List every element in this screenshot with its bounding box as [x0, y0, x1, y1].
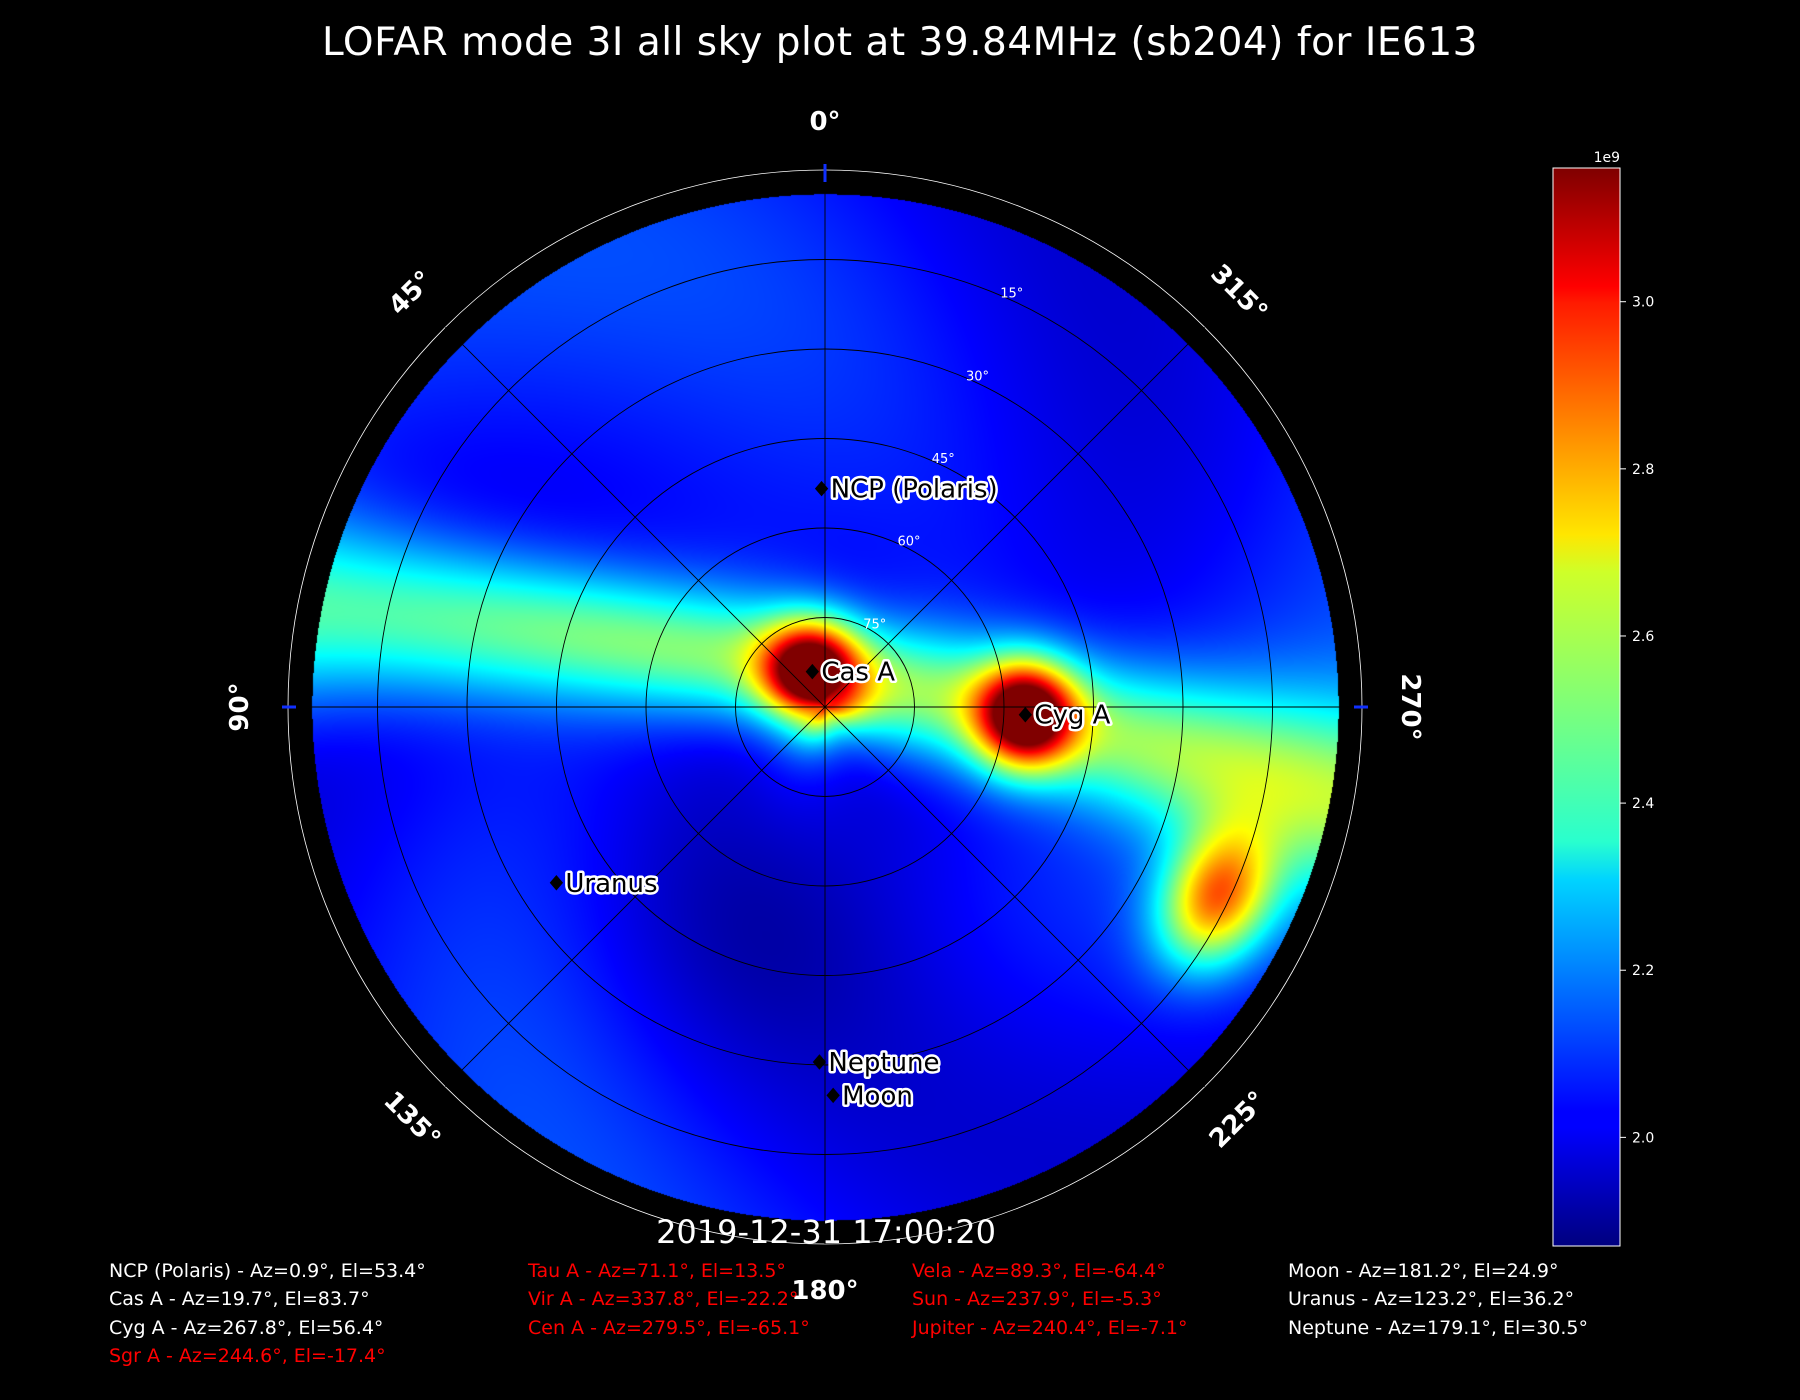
source-label: Neptune	[828, 1048, 939, 1078]
source-label: Moon	[842, 1081, 913, 1111]
source-entry: Moon - Az=181.2°, El=24.9°	[1288, 1260, 1559, 1282]
colorbar-tick-label: 2.8	[1632, 462, 1654, 478]
colorbar-tick-label: 2.4	[1632, 796, 1654, 812]
elevation-tick-label: 30°	[966, 369, 989, 384]
source-marker	[805, 663, 819, 680]
source-label: Uranus	[565, 869, 657, 899]
source-entry: Tau A - Az=71.1°, El=13.5°	[528, 1260, 786, 1282]
source-entry: Vir A - Az=337.8°, El=-22.2°	[528, 1288, 799, 1311]
azimuth-tick-label: 0°	[809, 107, 840, 137]
chart-title: LOFAR mode 3I all sky plot at 39.84MHz (…	[322, 20, 1478, 65]
elevation-tick-label: 75°	[863, 617, 886, 632]
source-marker	[549, 875, 564, 891]
source-entry: Cen A - Az=279.5°, El=-65.1°	[528, 1316, 810, 1339]
azimuth-line	[444, 326, 1206, 1088]
azimuth-tick-label: 270°	[1395, 673, 1425, 740]
colorbar-tick-label: 2.6	[1632, 629, 1654, 645]
elevation-tick-label: 15°	[1000, 287, 1023, 302]
observation-timestamp: 2019-12-31 17:00:20	[656, 1213, 996, 1251]
azimuth-tick-label: 180°	[791, 1276, 858, 1306]
source-label: Cyg A	[1034, 701, 1110, 731]
colorbar	[1552, 167, 1621, 1247]
elevation-tick-label: 45°	[932, 452, 955, 467]
source-label: NCP (Polaris)	[831, 475, 998, 505]
azimuth-tick-label: 90°	[225, 682, 255, 731]
source-entry: Neptune - Az=179.1°, El=30.5°	[1288, 1316, 1588, 1339]
source-marker	[826, 1087, 840, 1104]
source-entry: Sun - Az=237.9°, El=-5.3°	[912, 1288, 1162, 1311]
source-entry: Uranus - Az=123.2°, El=36.2°	[1288, 1288, 1575, 1311]
source-entry: Jupiter - Az=240.4°, El=-7.1°	[912, 1316, 1188, 1339]
source-marker	[1018, 706, 1032, 723]
elevation-tick-label: 60°	[898, 535, 921, 550]
colorbar-tick-label: 2.2	[1632, 963, 1654, 979]
source-list-col4: Moon - Az=181.2°, El=24.9° Uranus - Az=1…	[1288, 1257, 1588, 1342]
source-entry: NCP (Polaris) - Az=0.9°, El=53.4°	[109, 1260, 426, 1282]
source-marker	[812, 1054, 827, 1070]
colorbar-tick-label: 3.0	[1632, 295, 1654, 311]
colorbar-offset-label: 1e9	[1594, 150, 1620, 166]
source-entry: Vela - Az=89.3°, El=-64.4°	[912, 1260, 1166, 1282]
colorbar-tick-label: 2.0	[1632, 1130, 1654, 1146]
source-list-col2: Tau A - Az=71.1°, El=13.5° Vir A - Az=33…	[528, 1257, 810, 1342]
source-marker	[814, 480, 829, 497]
source-entry: Sgr A - Az=244.6°, El=-17.4°	[109, 1345, 386, 1368]
source-label: Cas A	[821, 658, 895, 688]
source-list-col1: NCP (Polaris) - Az=0.9°, El=53.4° Cas A …	[109, 1257, 426, 1371]
source-entry: Cyg A - Az=267.8°, El=56.4°	[109, 1316, 384, 1339]
source-entry: Cas A - Az=19.7°, El=83.7°	[109, 1288, 370, 1311]
source-list-col3: Vela - Az=89.3°, El=-64.4° Sun - Az=237.…	[912, 1257, 1188, 1342]
